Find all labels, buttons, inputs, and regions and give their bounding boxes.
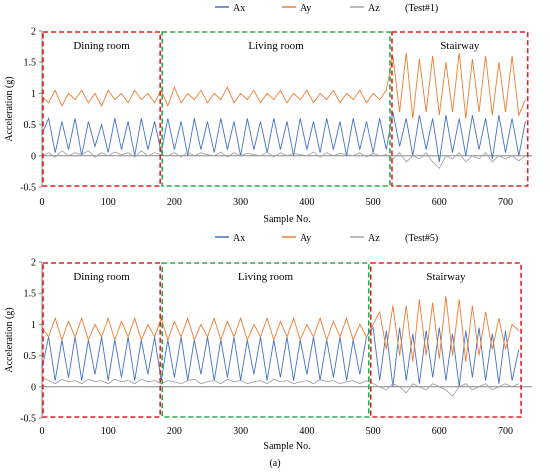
x-axis-title: Sample No. bbox=[263, 214, 310, 225]
region-label: Stairway bbox=[426, 271, 466, 283]
series-line-az bbox=[41, 376, 519, 397]
region-box bbox=[391, 31, 529, 187]
y-axis-title: Acceleration (g) bbox=[4, 307, 15, 372]
y-tick-label: 1 bbox=[31, 89, 36, 100]
y-tick-label: 0 bbox=[31, 151, 36, 162]
y-tick-label: -0.5 bbox=[20, 183, 36, 194]
x-tick-label: 300 bbox=[233, 426, 248, 437]
y-tick-label: 2 bbox=[31, 258, 36, 269]
x-tick-label: 600 bbox=[432, 197, 447, 208]
x-tick-label: 300 bbox=[233, 197, 248, 208]
x-tick-label: 600 bbox=[432, 426, 447, 437]
y-tick-label: 1 bbox=[31, 320, 36, 331]
y-tick-label: 1.5 bbox=[24, 58, 37, 69]
x-axis-title: Sample No. bbox=[263, 441, 310, 452]
legend-label: Ax bbox=[233, 233, 245, 244]
x-tick-label: 100 bbox=[101, 197, 116, 208]
x-tick-label: 200 bbox=[167, 426, 182, 437]
x-tick-label: 700 bbox=[498, 197, 513, 208]
y-tick-label: 0 bbox=[31, 382, 36, 393]
x-tick-label: 0 bbox=[40, 197, 45, 208]
x-tick-label: 400 bbox=[299, 197, 314, 208]
series-line-ay bbox=[41, 296, 520, 362]
x-tick-label: 100 bbox=[101, 426, 116, 437]
x-tick-label: 200 bbox=[167, 197, 182, 208]
legend-label: Az bbox=[368, 3, 380, 14]
region-box bbox=[161, 262, 370, 418]
region-box bbox=[42, 31, 161, 187]
series-line-az bbox=[41, 150, 526, 170]
series-line-ay bbox=[41, 52, 526, 119]
region-box bbox=[161, 31, 391, 187]
x-tick-label: 400 bbox=[299, 426, 314, 437]
chart-title: (Test#5) bbox=[405, 233, 438, 244]
y-tick-label: 1.5 bbox=[24, 289, 37, 300]
y-tick-label: 0.5 bbox=[24, 351, 37, 362]
chart-panel-test1: -0.5 0 0.5 1 1.5 2 0 100 200 300 400 500 600 700 Sampl… bbox=[4, 3, 532, 225]
y-tick-label: -0.5 bbox=[20, 414, 36, 425]
region-label: Living room bbox=[238, 271, 294, 283]
y-axis-title: Acceleration (g) bbox=[4, 76, 15, 141]
x-tick-label: 500 bbox=[366, 197, 381, 208]
region-box bbox=[369, 262, 522, 418]
x-tick-label: 700 bbox=[498, 426, 513, 437]
series-line-ax bbox=[41, 326, 520, 387]
y-tick-label: 0.5 bbox=[24, 120, 37, 131]
region-label: Dining room bbox=[73, 271, 130, 283]
series-line-ax bbox=[41, 112, 526, 163]
legend-label: Ay bbox=[300, 233, 311, 244]
x-tick-label: 0 bbox=[40, 426, 45, 437]
y-tick-label: 2 bbox=[31, 27, 36, 38]
chart-panel-test5: -0.5 0 0.5 1 1.5 2 0 100 200 300 400 500 600 700 Sampl… bbox=[4, 233, 532, 452]
x-tick-label: 500 bbox=[366, 426, 381, 437]
region-label: Stairway bbox=[440, 40, 480, 52]
region-box bbox=[42, 262, 161, 418]
chart-title: (Test#1) bbox=[405, 3, 438, 14]
legend-label: Ax bbox=[233, 3, 245, 14]
legend-label: Ay bbox=[300, 3, 311, 14]
legend-label: Az bbox=[368, 233, 380, 244]
region-label: Dining room bbox=[73, 40, 130, 52]
region-label: Living room bbox=[248, 40, 304, 52]
figure-label: (a) bbox=[269, 458, 280, 469]
